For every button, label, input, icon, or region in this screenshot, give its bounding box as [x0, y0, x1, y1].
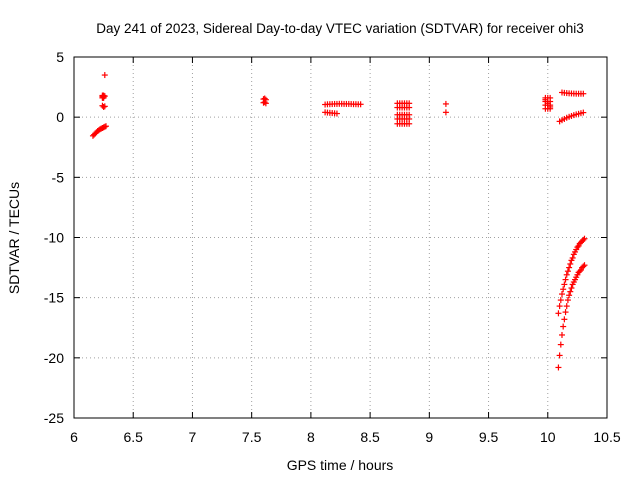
- y-tick-label: -10: [44, 230, 64, 246]
- data-point: [567, 288, 574, 295]
- data-point: [406, 120, 413, 127]
- data-point: [581, 235, 588, 242]
- data-point: [580, 90, 587, 97]
- data-point: [556, 303, 563, 310]
- data-point: [564, 268, 571, 275]
- data-point: [563, 303, 570, 310]
- x-tick-label: 6.5: [123, 429, 143, 445]
- data-point: [580, 109, 587, 116]
- data-point: [101, 103, 108, 110]
- data-point: [100, 103, 107, 110]
- data-point: [406, 104, 413, 111]
- y-tick-label: 5: [56, 49, 64, 65]
- y-axis-label: SDTVAR / TECUs: [6, 182, 22, 294]
- data-point: [556, 352, 563, 359]
- data-point: [566, 292, 573, 299]
- data-point: [442, 100, 449, 107]
- data-point: [562, 309, 569, 316]
- y-ticks: 5 0 -5 -10 -15 -20 -25: [44, 49, 607, 426]
- plot-frame: [73, 56, 608, 419]
- data-point: [558, 291, 565, 298]
- data-points: [89, 72, 588, 371]
- data-point: [262, 100, 269, 107]
- data-point: [560, 286, 567, 293]
- data-point: [357, 101, 364, 108]
- data-point: [542, 96, 549, 103]
- data-point: [561, 316, 568, 323]
- y-tick-label: -15: [44, 290, 64, 306]
- chart-title: Day 241 of 2023, Sidereal Day-to-day VTE…: [96, 21, 583, 36]
- data-point: [547, 103, 554, 110]
- data-point: [442, 109, 449, 116]
- data-point: [566, 264, 573, 271]
- x-tick-label: 9: [425, 429, 433, 445]
- data-point: [560, 323, 567, 330]
- x-tick-label: 7.5: [242, 429, 262, 445]
- data-point: [580, 236, 587, 243]
- data-point: [563, 271, 570, 278]
- data-point: [261, 99, 268, 106]
- grid: [74, 57, 607, 418]
- data-point: [102, 123, 109, 130]
- data-point: [569, 254, 576, 261]
- data-point: [574, 244, 581, 251]
- data-point: [576, 268, 583, 275]
- data-point: [562, 276, 569, 283]
- data-point: [580, 263, 587, 270]
- x-tick-label: 8.5: [360, 429, 380, 445]
- data-point: [555, 364, 562, 371]
- data-point: [101, 72, 108, 79]
- x-tick-label: 6: [70, 429, 78, 445]
- x-tick-label: 7: [189, 429, 197, 445]
- data-point: [101, 93, 108, 100]
- x-tick-label: 9.5: [479, 429, 499, 445]
- y-tick-label: -5: [52, 169, 65, 185]
- data-point: [568, 285, 575, 292]
- x-tick-label: 8: [307, 429, 315, 445]
- data-point: [101, 123, 108, 130]
- data-point: [557, 341, 564, 348]
- y-tick-label: 0: [56, 109, 64, 125]
- data-point: [581, 262, 588, 269]
- data-point: [567, 260, 574, 267]
- x-ticks: 6 6.5 7 7.5 8 8.5 9 9.5 10 10.5: [70, 57, 621, 445]
- y-tick-label: -25: [44, 410, 64, 426]
- x-tick-label: 10.5: [593, 429, 620, 445]
- data-point: [557, 297, 564, 304]
- x-tick-label: 10: [540, 429, 556, 445]
- data-point: [564, 297, 571, 304]
- data-point: [555, 310, 562, 317]
- data-point: [333, 110, 340, 117]
- data-point: [561, 281, 568, 288]
- data-point: [558, 331, 565, 338]
- y-tick-label: -20: [44, 350, 64, 366]
- data-point: [544, 100, 551, 107]
- x-axis-label: GPS time / hours: [287, 457, 394, 473]
